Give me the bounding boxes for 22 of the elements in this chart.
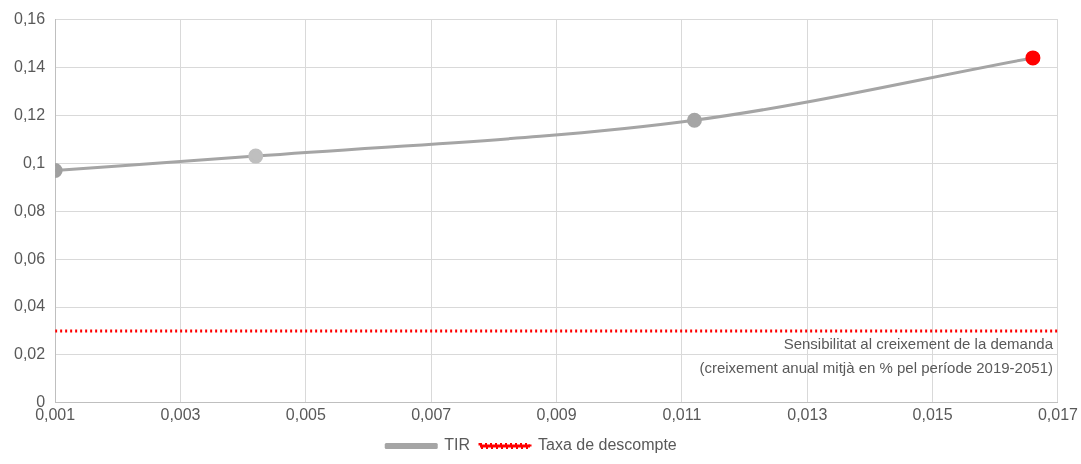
x-axis-title: Sensibilitat al creixement de la demanda (creixement anual mitjà en % pel període 2019-2051) [699, 334, 1054, 376]
x-tick-label: 0,015 [912, 405, 953, 423]
y-tick-label: 0,06 [14, 249, 46, 267]
y-tick-label: 0,12 [14, 105, 46, 123]
y-tick-label: 0,02 [14, 345, 46, 363]
x-tick-label: 0,007 [411, 405, 452, 423]
x-tick-label: 0,011 [662, 405, 702, 423]
legend-label: Taxa de descompte [538, 436, 677, 454]
y-tick-label: 0,04 [14, 297, 46, 315]
x-tick-label: 0,017 [1037, 405, 1079, 423]
y-tick-label: 0,16 [14, 10, 46, 28]
x-tick-label: 0,009 [536, 405, 577, 423]
point [1025, 50, 1041, 66]
y-tick-label: 0,1 [22, 153, 46, 171]
y-tick-label: 0,14 [14, 57, 46, 75]
point [686, 112, 702, 128]
legend-label: TIR [444, 436, 471, 454]
y-tick-label: 0,08 [14, 201, 46, 219]
x-tick-label: 0,005 [285, 405, 326, 423]
x-tick-label: 0,013 [787, 405, 828, 423]
point [248, 148, 264, 164]
x-tick-label: 0,003 [160, 405, 201, 423]
